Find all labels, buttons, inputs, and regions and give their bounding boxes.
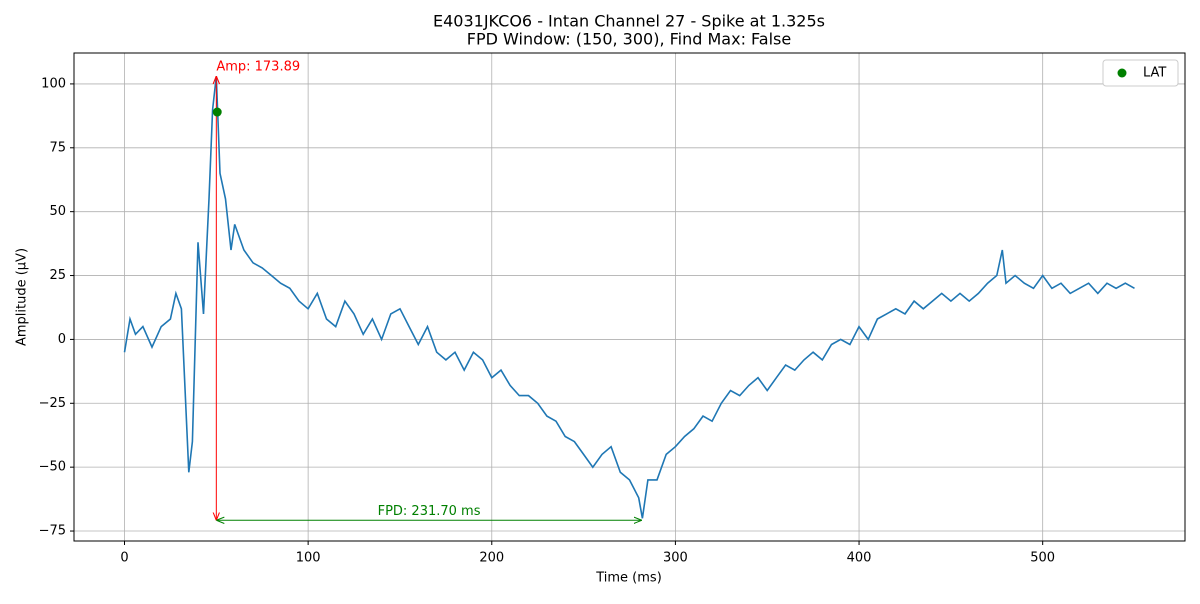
x-tick-label: 100 bbox=[296, 551, 321, 566]
x-tick-label: 400 bbox=[847, 551, 872, 566]
y-tick-label: 25 bbox=[49, 268, 66, 283]
y-axis-label: Amplitude (µV) bbox=[15, 248, 30, 346]
x-tick-label: 500 bbox=[1030, 551, 1055, 566]
plot-frame bbox=[73, 52, 1186, 542]
x-axis-label: Time (ms) bbox=[595, 571, 662, 586]
y-tick-label: −75 bbox=[39, 524, 66, 539]
y-tick-label: 0 bbox=[58, 332, 66, 347]
x-tick-label: 0 bbox=[120, 551, 128, 566]
x-tick-label: 200 bbox=[479, 551, 504, 566]
chart-subtitle: FPD Window: (150, 300), Find Max: False bbox=[467, 30, 791, 49]
y-tick-label: 100 bbox=[41, 76, 66, 91]
legend-marker bbox=[1117, 68, 1127, 78]
annotation-text: FPD: 231.70 ms bbox=[378, 504, 481, 519]
y-tick-label: −25 bbox=[39, 396, 66, 411]
signal-line bbox=[123, 76, 1135, 519]
annotation-text: Amp: 173.89 bbox=[216, 59, 300, 74]
y-tick-label: 50 bbox=[49, 204, 66, 219]
legend-label: LAT bbox=[1143, 66, 1166, 81]
lat-marker bbox=[212, 107, 222, 117]
chart-title: E4031JKCO6 - Intan Channel 27 - Spike at… bbox=[433, 12, 825, 31]
x-tick-label: 300 bbox=[663, 551, 688, 566]
legend-box bbox=[1102, 59, 1179, 87]
y-tick-label: 75 bbox=[49, 140, 66, 155]
y-tick-label: −50 bbox=[39, 460, 66, 475]
